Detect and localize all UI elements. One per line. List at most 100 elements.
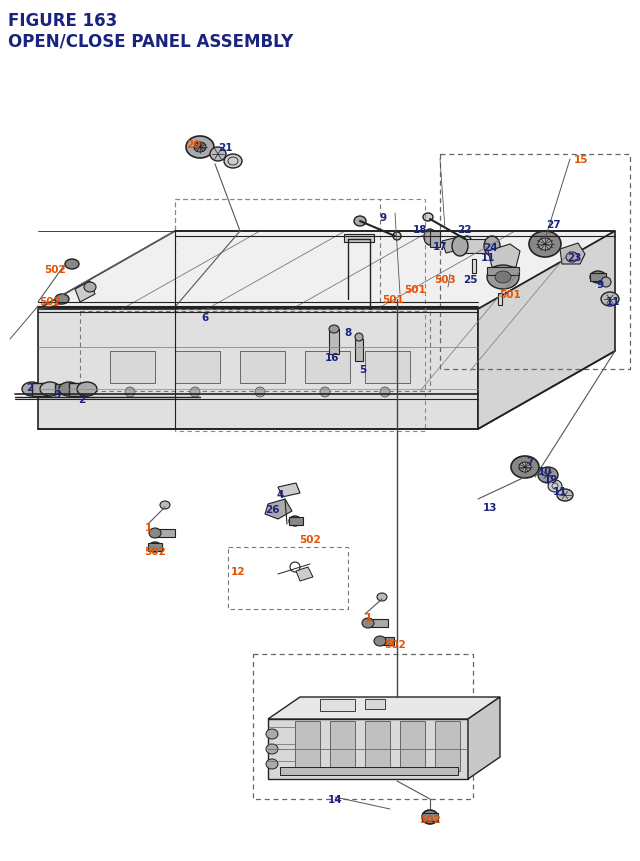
Text: 25: 25 <box>463 275 477 285</box>
Ellipse shape <box>149 542 161 553</box>
Bar <box>32 383 50 397</box>
Ellipse shape <box>557 489 573 501</box>
Ellipse shape <box>65 260 79 269</box>
Ellipse shape <box>255 387 265 398</box>
Ellipse shape <box>77 382 97 397</box>
Ellipse shape <box>186 137 214 158</box>
Polygon shape <box>488 245 520 268</box>
Text: 11: 11 <box>605 297 620 307</box>
Text: 19: 19 <box>544 474 558 485</box>
Text: FIGURE 163: FIGURE 163 <box>8 12 117 30</box>
Bar <box>175 200 380 310</box>
Text: 11: 11 <box>481 253 495 263</box>
Text: 502: 502 <box>299 535 321 544</box>
Polygon shape <box>268 697 500 719</box>
Text: 26: 26 <box>265 505 279 514</box>
Bar <box>80 312 430 392</box>
Bar <box>355 339 363 362</box>
Text: 502: 502 <box>39 297 61 307</box>
Ellipse shape <box>289 517 301 526</box>
Text: 10: 10 <box>538 467 552 476</box>
Bar <box>110 351 155 383</box>
Ellipse shape <box>548 480 562 492</box>
Ellipse shape <box>423 214 433 222</box>
Ellipse shape <box>422 810 438 824</box>
Ellipse shape <box>601 293 619 307</box>
Text: 501: 501 <box>404 285 426 294</box>
Ellipse shape <box>362 618 374 629</box>
Ellipse shape <box>393 232 401 241</box>
Ellipse shape <box>22 382 42 397</box>
Bar <box>422 813 438 821</box>
Text: 6: 6 <box>202 313 209 323</box>
Ellipse shape <box>452 237 468 257</box>
Bar <box>320 699 355 711</box>
Text: 27: 27 <box>546 220 560 230</box>
Text: 8: 8 <box>344 328 351 338</box>
Bar <box>330 722 355 771</box>
Text: 11: 11 <box>553 486 567 497</box>
Bar <box>148 543 162 551</box>
Bar <box>487 268 519 276</box>
Ellipse shape <box>266 744 278 754</box>
Bar <box>365 351 410 383</box>
Text: 14: 14 <box>328 794 342 804</box>
Polygon shape <box>265 499 292 519</box>
Polygon shape <box>296 567 313 581</box>
Text: 9: 9 <box>596 280 604 289</box>
Text: 9: 9 <box>380 213 387 223</box>
Ellipse shape <box>495 272 511 283</box>
Bar <box>472 260 476 274</box>
Bar <box>228 548 348 610</box>
Ellipse shape <box>59 382 79 397</box>
Text: 16: 16 <box>324 353 339 362</box>
Polygon shape <box>278 483 300 498</box>
Text: 3: 3 <box>53 389 61 400</box>
Ellipse shape <box>519 462 531 473</box>
Polygon shape <box>468 697 500 779</box>
Ellipse shape <box>374 636 386 647</box>
Ellipse shape <box>266 729 278 739</box>
Bar <box>430 232 440 248</box>
Text: 502: 502 <box>419 814 441 824</box>
Ellipse shape <box>377 593 387 601</box>
Ellipse shape <box>266 759 278 769</box>
Ellipse shape <box>380 387 390 398</box>
Polygon shape <box>268 719 468 779</box>
Ellipse shape <box>210 148 226 162</box>
Text: 21: 21 <box>218 143 232 152</box>
Ellipse shape <box>320 387 330 398</box>
Text: 23: 23 <box>567 253 581 263</box>
Ellipse shape <box>160 501 170 510</box>
Ellipse shape <box>224 155 242 169</box>
Ellipse shape <box>538 238 552 251</box>
Ellipse shape <box>190 387 200 398</box>
Bar <box>69 383 87 397</box>
Bar <box>590 274 606 282</box>
Bar <box>175 200 425 431</box>
Text: 18: 18 <box>413 225 428 235</box>
Ellipse shape <box>487 266 519 289</box>
Bar <box>460 239 492 254</box>
Text: 502: 502 <box>44 264 66 275</box>
Text: 1: 1 <box>145 523 152 532</box>
Text: 2: 2 <box>78 394 86 405</box>
Ellipse shape <box>329 325 339 333</box>
Polygon shape <box>478 232 615 430</box>
Text: 22: 22 <box>457 225 471 235</box>
Ellipse shape <box>194 143 206 152</box>
Ellipse shape <box>566 253 578 263</box>
Bar <box>380 637 394 645</box>
Bar <box>289 517 303 525</box>
Bar <box>55 385 69 394</box>
Ellipse shape <box>424 230 436 245</box>
Ellipse shape <box>538 468 558 483</box>
Bar <box>240 351 285 383</box>
Ellipse shape <box>125 387 135 398</box>
Text: 7: 7 <box>526 456 534 467</box>
Text: 502: 502 <box>144 547 166 556</box>
Bar <box>498 294 502 306</box>
Text: 1: 1 <box>364 612 372 623</box>
Ellipse shape <box>484 237 500 257</box>
Text: 501: 501 <box>499 289 521 300</box>
